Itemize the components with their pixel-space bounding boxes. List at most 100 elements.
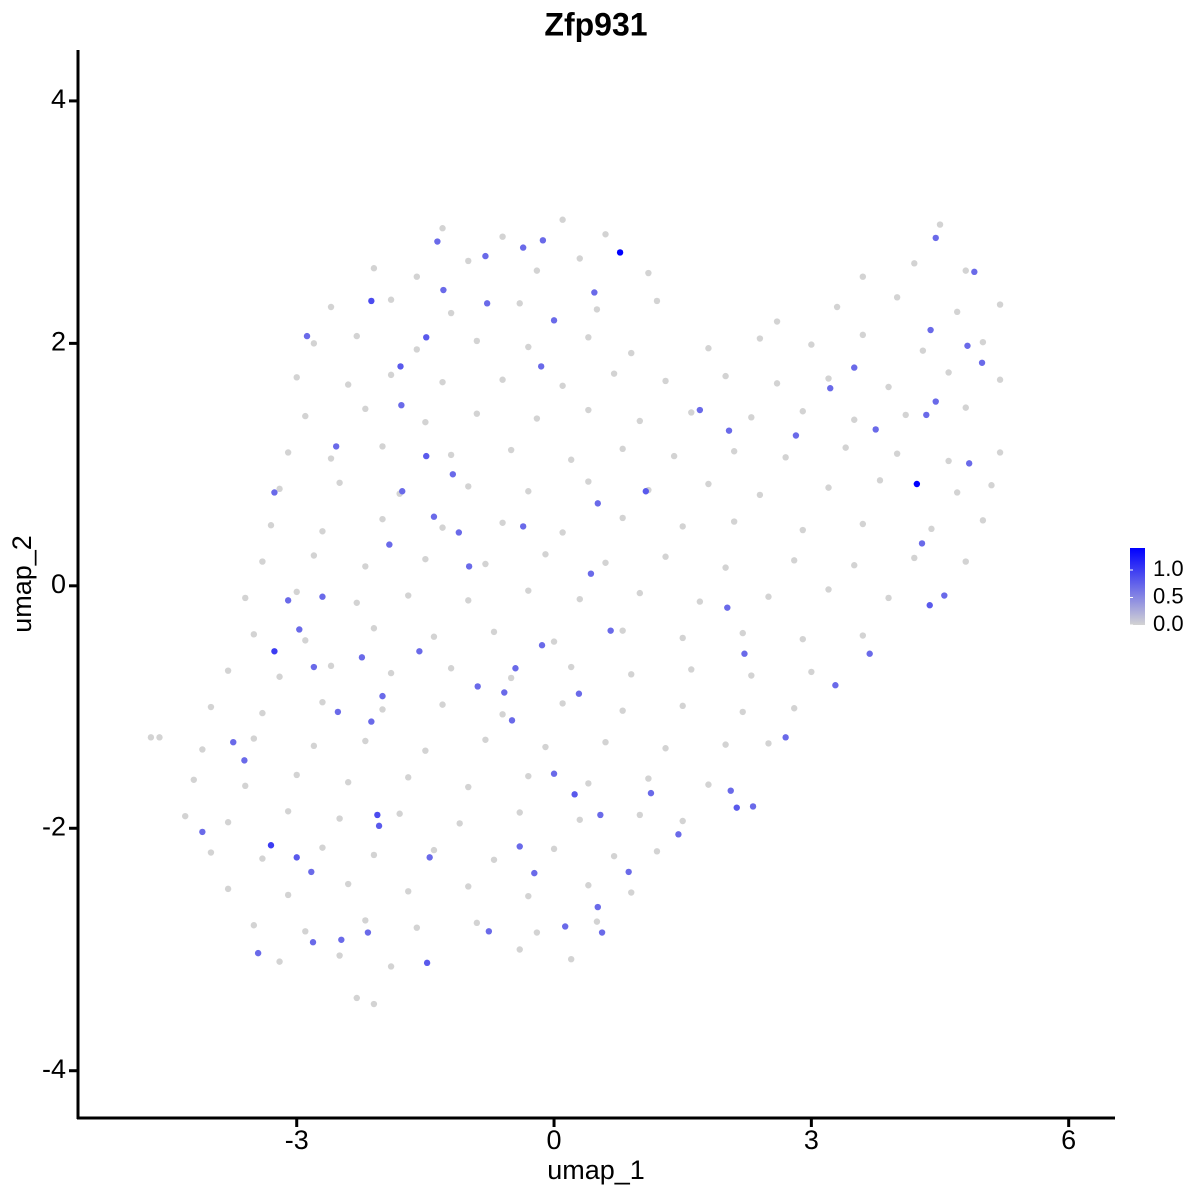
cell-point xyxy=(254,949,262,957)
cell-point xyxy=(866,650,873,657)
cell-point xyxy=(616,249,624,256)
cell-point xyxy=(405,592,412,599)
cell-point xyxy=(628,349,635,357)
cell-point xyxy=(519,244,527,251)
cell-point xyxy=(430,633,438,640)
cell-point xyxy=(474,683,481,690)
cell-point xyxy=(296,626,303,633)
cell-point xyxy=(859,520,867,528)
cell-point xyxy=(353,599,360,606)
cell-point xyxy=(370,625,378,632)
cell-point xyxy=(679,817,686,825)
cell-point xyxy=(913,480,921,488)
cell-point xyxy=(926,602,933,609)
cell-point xyxy=(705,345,712,352)
cell-point xyxy=(619,445,626,453)
cell-point xyxy=(996,376,1004,383)
cell-point xyxy=(440,286,447,294)
cell-point xyxy=(567,456,575,463)
cell-point xyxy=(319,844,326,851)
x-tick-label: 3 xyxy=(804,1125,819,1155)
cell-point xyxy=(310,340,318,347)
cell-point xyxy=(242,594,249,602)
cell-point xyxy=(386,541,393,548)
cell-point xyxy=(353,994,360,1002)
cell-point xyxy=(670,452,678,460)
cell-point xyxy=(250,735,258,742)
cell-point xyxy=(422,747,429,754)
cell-point xyxy=(379,443,386,450)
y-tick-label: 2 xyxy=(51,326,66,356)
x-axis-title: umap_1 xyxy=(547,1155,645,1185)
cell-point xyxy=(979,517,987,524)
cell-point xyxy=(945,369,952,376)
cell-point xyxy=(722,564,729,571)
cell-point xyxy=(576,816,583,823)
cell-point xyxy=(483,300,491,307)
cell-point xyxy=(405,774,412,781)
cell-point xyxy=(370,851,378,859)
cell-point xyxy=(370,1000,378,1008)
cell-point xyxy=(387,963,395,970)
cell-point xyxy=(739,629,746,637)
cell-point xyxy=(207,849,215,856)
cell-point xyxy=(224,667,232,674)
cell-point xyxy=(447,451,455,459)
cell-point xyxy=(550,770,558,777)
colorbar-tick-label: 0.0 xyxy=(1153,611,1184,636)
cell-point xyxy=(587,570,595,577)
cell-point xyxy=(190,776,197,783)
cell-point xyxy=(996,449,1004,456)
cell-point xyxy=(679,634,686,642)
cell-point xyxy=(447,665,455,672)
cell-point xyxy=(379,692,386,700)
cell-point xyxy=(512,665,519,672)
cell-point xyxy=(675,831,682,838)
cell-point xyxy=(501,689,508,696)
cell-point xyxy=(449,471,457,478)
y-tick-label: -2 xyxy=(42,811,66,841)
cell-point xyxy=(439,225,446,232)
cell-point xyxy=(499,233,506,240)
cell-point xyxy=(368,297,375,305)
cell-point xyxy=(465,483,472,490)
cell-point xyxy=(988,482,995,489)
cell-point xyxy=(485,928,493,935)
cell-point xyxy=(792,432,800,439)
cell-point xyxy=(610,852,618,860)
cell-point xyxy=(447,309,455,317)
cell-point xyxy=(730,448,738,455)
cell-point xyxy=(647,789,655,797)
cell-point xyxy=(885,594,892,602)
cell-point xyxy=(571,791,578,798)
cell-point xyxy=(561,923,569,930)
colorbar xyxy=(1130,548,1145,625)
cell-point xyxy=(748,414,755,421)
cell-point xyxy=(782,454,789,461)
cell-point xyxy=(334,708,342,716)
cell-point xyxy=(531,869,538,877)
cell-point xyxy=(876,477,884,484)
cell-point xyxy=(662,377,669,385)
cell-point xyxy=(576,595,583,603)
cell-point xyxy=(416,648,423,655)
cell-point xyxy=(927,326,934,334)
cell-point xyxy=(953,308,961,316)
cell-point xyxy=(332,443,340,450)
cell-point xyxy=(799,408,806,415)
cell-point xyxy=(722,741,729,748)
cell-point xyxy=(482,252,489,260)
cell-point xyxy=(336,815,343,822)
cell-point xyxy=(911,260,918,267)
cell-point xyxy=(923,411,930,419)
cell-point xyxy=(482,736,489,743)
cell-point xyxy=(585,478,592,485)
cell-point xyxy=(928,525,935,533)
chart-title: Zfp931 xyxy=(544,6,647,42)
cell-point xyxy=(271,648,278,655)
x-tick-label: -3 xyxy=(285,1125,309,1155)
cell-point xyxy=(439,378,446,386)
cell-point xyxy=(398,401,405,409)
cell-point xyxy=(594,500,601,507)
